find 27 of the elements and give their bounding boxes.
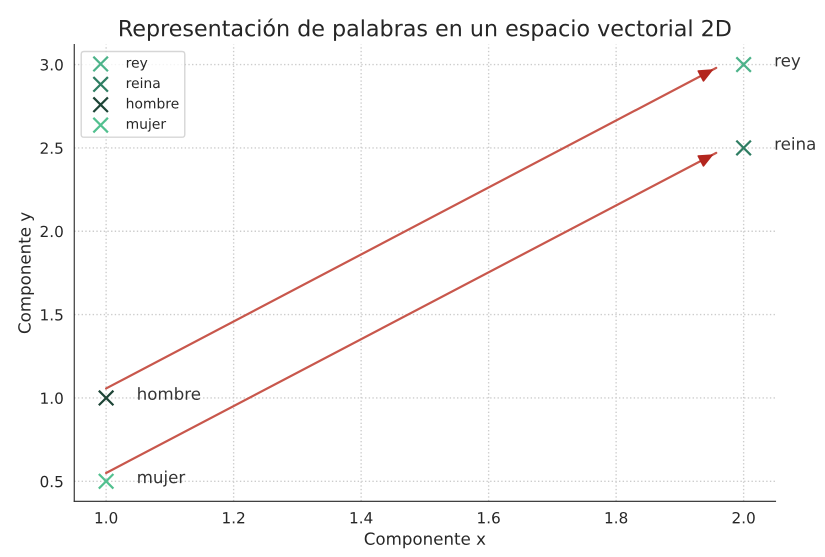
- x-tick-label: 1.2: [223, 512, 244, 524]
- point: [735, 140, 752, 156]
- legend-label: mujer: [126, 118, 166, 132]
- y-tick-label: 2.0: [40, 226, 63, 238]
- point: [98, 390, 115, 406]
- legend-label: rey: [126, 60, 148, 70]
- y-tick-label: 1.0: [41, 392, 63, 404]
- y-tick-label: 0.5: [40, 476, 62, 488]
- chart-title: Representación de palabras en un espacio vectorial 2D: [120, 18, 731, 41]
- x-tick-label: 1.0: [96, 512, 118, 524]
- x-tick-label: 1.8: [606, 512, 628, 524]
- text: mujer: [138, 470, 186, 487]
- y-tick-label: 1.5: [41, 309, 62, 321]
- text: hombre: [138, 387, 200, 400]
- x-tick-label: 1.6: [478, 512, 500, 524]
- x-tick-label: 2.0: [732, 512, 755, 524]
- point: [98, 472, 115, 490]
- x-tick-label: 1.4: [350, 512, 372, 524]
- text: reina: [776, 137, 815, 150]
- legend-label: reina: [126, 77, 160, 88]
- y-tick-label: 3.0: [40, 59, 63, 71]
- point: [735, 56, 752, 73]
- y-tick-label: 2.5: [40, 142, 62, 154]
- y-axis-title: Componente y: [18, 212, 34, 334]
- text: rey: [776, 57, 800, 70]
- legend-label: hombre: [126, 98, 178, 109]
- x-axis-title: Componente x: [364, 532, 486, 548]
